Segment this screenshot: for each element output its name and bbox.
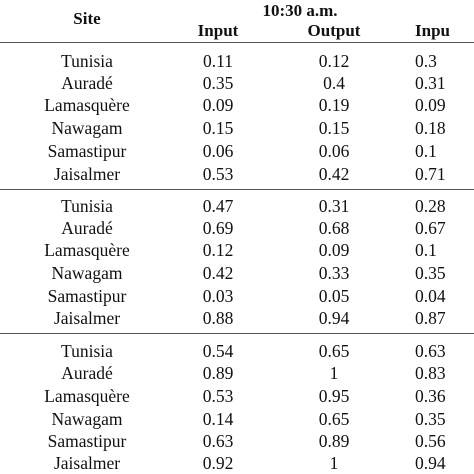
group-rule (0, 333, 474, 334)
table-cell-output: 0.42 (318, 164, 350, 184)
table-cell-output: 0.65 (318, 341, 350, 361)
output-column-header: Output (307, 21, 361, 40)
table-cell-input2: 0.28 (415, 196, 446, 216)
table-cell-site: Lamasquère (44, 386, 130, 406)
table-cell-site: Samastipur (47, 286, 127, 306)
table-cell-input2: 0.67 (415, 218, 446, 238)
table-cell-output: 0.19 (318, 95, 350, 115)
table-cell-output: 0.15 (318, 118, 350, 138)
table-cell-input: 0.03 (202, 286, 234, 306)
input-column-header: Input (197, 21, 239, 40)
input-column-header-2: Inpu (415, 21, 450, 40)
header-rule (0, 42, 474, 43)
table-cell-site: Jaisalmer (53, 164, 121, 184)
table-cell-input: 0.42 (202, 263, 234, 283)
table-cell-output: 0.12 (318, 51, 350, 71)
table-cell-input: 0.12 (202, 240, 234, 260)
table-cell-site: Tunisia (61, 341, 113, 361)
table-cell-input2: 0.31 (415, 73, 446, 93)
table-cell-site: Tunisia (61, 51, 113, 71)
table-cell-input2: 0.63 (415, 341, 446, 361)
table-cell-input: 0.11 (203, 51, 233, 71)
table-cell-input2: 0.18 (415, 118, 446, 138)
group-rule (0, 189, 474, 190)
table-cell-site: Auradé (61, 363, 113, 383)
site-header: Site (73, 9, 101, 28)
table-cell-site: Jaisalmer (53, 308, 121, 328)
table-cell-input: 0.47 (202, 196, 234, 216)
table-cell-output: 0.06 (318, 141, 350, 161)
table-cell-output: 0.68 (318, 218, 350, 238)
table-cell-input: 0.53 (202, 386, 234, 406)
table-cell-site: Nawagam (51, 118, 123, 138)
table-cell-output: 1 (329, 363, 339, 383)
table-cell-input: 0.69 (202, 218, 234, 238)
table-cell-site: Auradé (61, 218, 113, 238)
table-cell-input: 0.89 (202, 363, 234, 383)
table-cell-input: 0.09 (202, 95, 234, 115)
table-cell-input: 0.53 (202, 164, 234, 184)
table-cell-input2: 0.36 (415, 386, 446, 406)
table-cell-input2: 0.35 (415, 409, 446, 429)
table-cell-site: Nawagam (51, 409, 123, 429)
table-cell-site: Samastipur (47, 431, 127, 451)
table-cell-output: 0.05 (318, 286, 350, 306)
table-cell-input: 0.14 (202, 409, 234, 429)
table-cell-input2: 0.87 (415, 308, 446, 328)
table-cell-input: 0.63 (202, 431, 234, 451)
table-cell-input2: 0.3 (415, 51, 437, 71)
table-cell-input: 0.54 (202, 341, 234, 361)
table-cell-input: 0.15 (202, 118, 234, 138)
table-cell-input2: 0.56 (415, 431, 446, 451)
table-cell-output: 0.31 (318, 196, 350, 216)
table-cell-site: Samastipur (47, 141, 127, 161)
table-cell-input2: 0.1 (415, 141, 437, 161)
table-cell-output: 0.65 (318, 409, 350, 429)
table-cell-output: 1 (329, 453, 339, 473)
table-cell-input2: 0.71 (415, 164, 446, 184)
table-cell-output: 0.33 (318, 263, 350, 283)
table-cell-output: 0.4 (323, 73, 345, 93)
table-cell-input2: 0.94 (415, 453, 446, 473)
table-cell-input2: 0.09 (415, 95, 446, 115)
table-cell-site: Lamasquère (44, 240, 130, 260)
table-cell-input2: 0.1 (415, 240, 437, 260)
table-cell-site: Nawagam (51, 263, 123, 283)
table-cell-output: 0.94 (318, 308, 350, 328)
table-cell-output: 0.09 (318, 240, 350, 260)
table-cell-site: Tunisia (61, 196, 113, 216)
table-cell-input: 0.88 (202, 308, 234, 328)
table-cell-output: 0.95 (318, 386, 350, 406)
table-cell-input: 0.06 (202, 141, 234, 161)
table-cell-input2: 0.04 (415, 286, 446, 306)
table-cell-output: 0.89 (318, 431, 350, 451)
table-cell-input2: 0.35 (415, 263, 446, 283)
table-cell-site: Jaisalmer (53, 453, 121, 473)
time-header: 10:30 a.m. (262, 1, 338, 20)
table-cell-site: Auradé (61, 73, 113, 93)
table-cell-input: 0.35 (202, 73, 234, 93)
table-cell-site: Lamasquère (44, 95, 130, 115)
table-cell-input2: 0.83 (415, 363, 446, 383)
table-cell-input: 0.92 (202, 453, 234, 473)
